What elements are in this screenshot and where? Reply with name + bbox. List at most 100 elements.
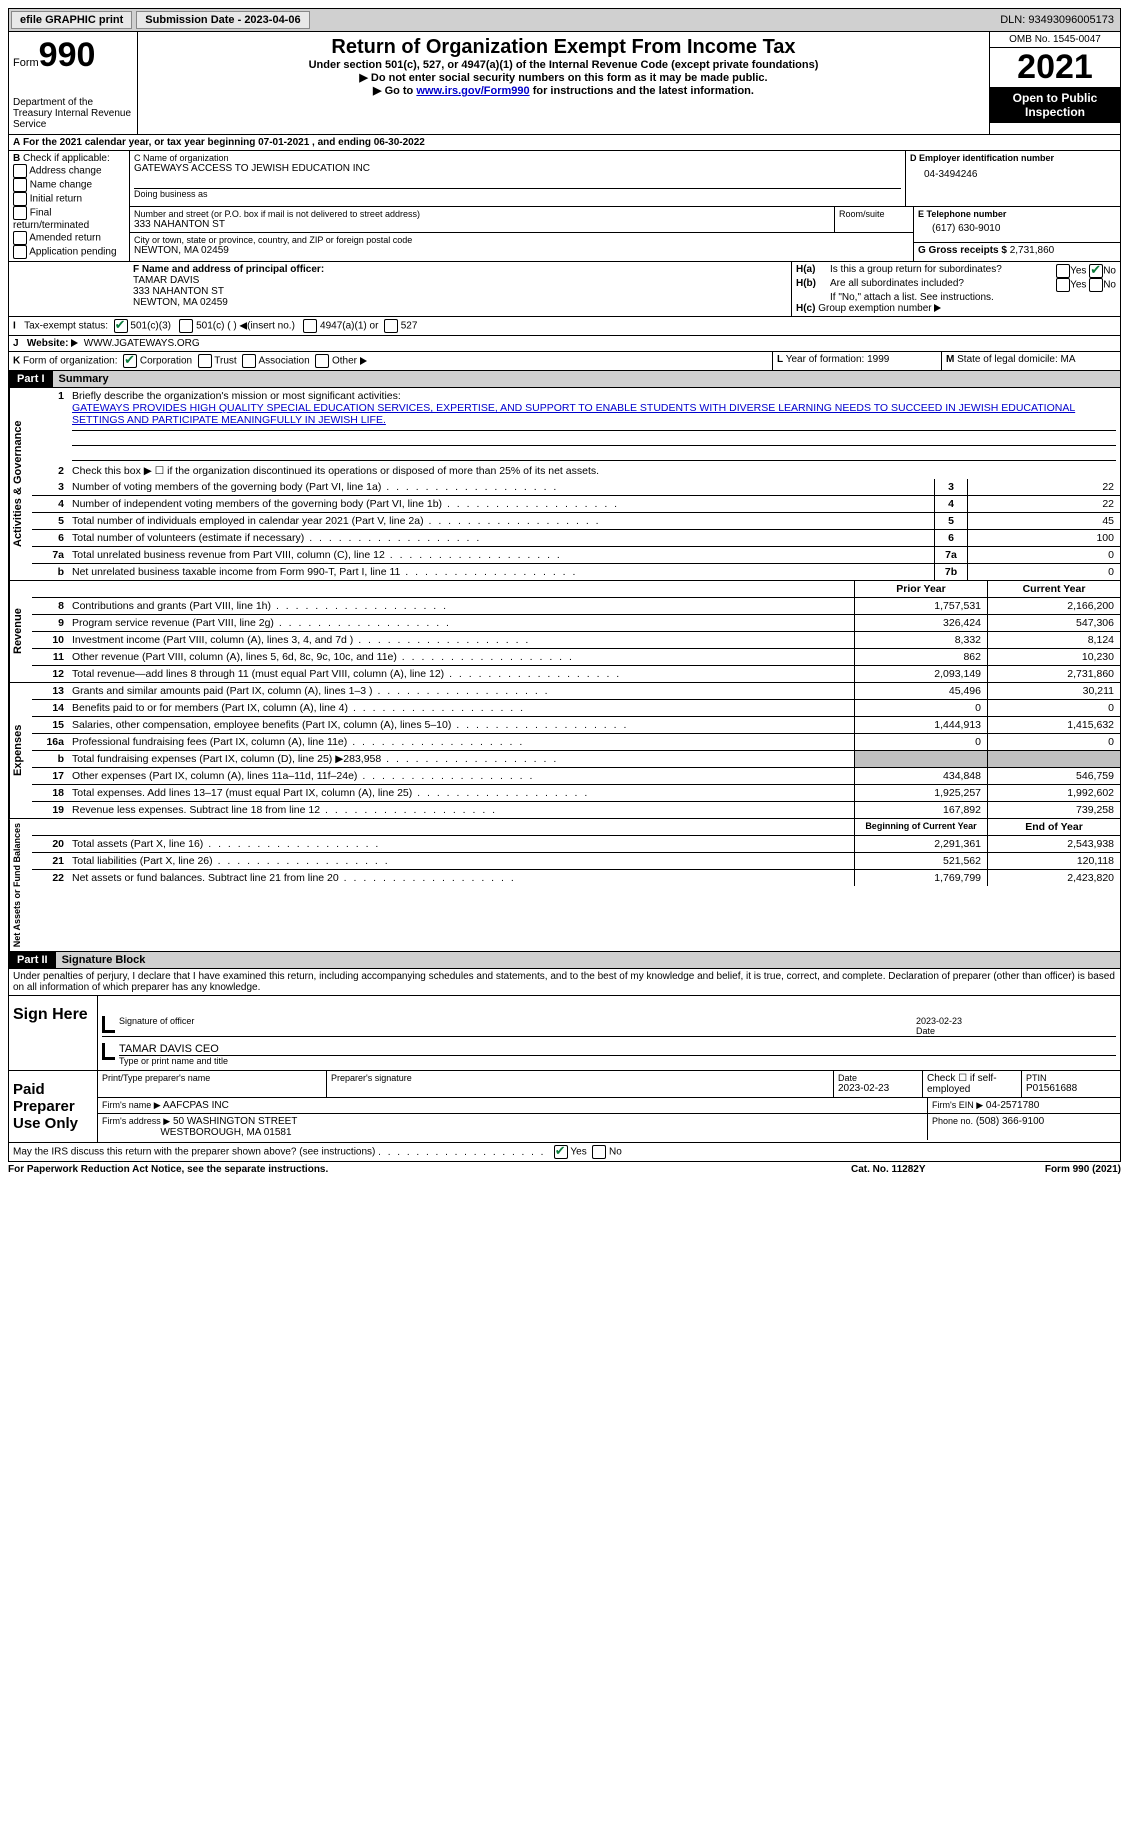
line-7b: b Net unrelated business taxable income …: [32, 564, 1120, 580]
line-6: 6 Total number of volunteers (estimate i…: [32, 530, 1120, 547]
firm-phone: (508) 366-9100: [976, 1116, 1044, 1127]
sign-here-label: Sign Here: [9, 996, 98, 1070]
irs-link[interactable]: www.irs.gov/Form990: [416, 85, 529, 97]
checkbox-amended[interactable]: [13, 231, 27, 245]
hdr-begin-year: Beginning of Current Year: [854, 819, 987, 835]
dln-value: 93493096005173: [1028, 14, 1114, 26]
checkbox-assoc[interactable]: [242, 354, 256, 368]
hdr-prior-year: Prior Year: [854, 581, 987, 597]
activities-governance: Activities & Governance 1 Briefly descri…: [8, 388, 1121, 581]
website: WWW.JGATEWAYS.ORG: [84, 338, 200, 349]
net-assets-section: Net Assets or Fund Balances Beginning of…: [8, 819, 1121, 952]
efile-button[interactable]: efile GRAPHIC print: [11, 11, 132, 29]
value-4: 22: [967, 496, 1120, 512]
checkbox-hb-yes[interactable]: [1056, 278, 1070, 292]
line-5: 5 Total number of individuals employed i…: [32, 513, 1120, 530]
line-21: 21 Total liabilities (Part X, line 26) 5…: [32, 853, 1120, 870]
current-9: 547,306: [987, 615, 1120, 631]
value-3: 22: [967, 479, 1120, 495]
checkbox-527[interactable]: [384, 319, 398, 333]
line-9: 9 Program service revenue (Part VIII, li…: [32, 615, 1120, 632]
arrow-icon: [934, 304, 941, 312]
checkbox-final-return[interactable]: [13, 206, 27, 220]
footer-catno: Cat. No. 11282Y: [851, 1164, 1001, 1175]
footer-form: Form 990 (2021): [1001, 1164, 1121, 1175]
line-4: 4 Number of independent voting members o…: [32, 496, 1120, 513]
header-left: Form990 Department of the Treasury Inter…: [9, 32, 138, 134]
signature-arrow-icon: [102, 1043, 115, 1060]
checkbox-trust[interactable]: [198, 354, 212, 368]
current-14: 0: [987, 700, 1120, 716]
box-address: Number and street (or P.O. box if mail i…: [130, 207, 914, 262]
page-footer: For Paperwork Reduction Act Notice, see …: [8, 1162, 1121, 1175]
vert-label-ag: Activities & Governance: [9, 388, 32, 580]
year-formed: 1999: [867, 354, 889, 365]
current-15: 1,415,632: [987, 717, 1120, 733]
check-self-employed[interactable]: Check ☐ if self-employed: [923, 1071, 1022, 1097]
gross-receipts: 2,731,860: [1010, 245, 1055, 256]
omb-number: OMB No. 1545-0047: [990, 32, 1120, 48]
vert-label-expenses: Expenses: [9, 683, 32, 818]
value-7a: 0: [967, 547, 1120, 563]
submission-date-button[interactable]: Submission Date - 2023-04-06: [136, 11, 309, 29]
line-a: A For the 2021 calendar year, or tax yea…: [9, 135, 1120, 150]
mission-text: GATEWAYS PROVIDES HIGH QUALITY SPECIAL E…: [72, 402, 1075, 426]
value-5: 45: [967, 513, 1120, 529]
checkbox-501c[interactable]: [179, 319, 193, 333]
tax-year: 2021: [990, 48, 1120, 87]
signature-arrow-icon: [102, 1016, 115, 1033]
row-a: A For the 2021 calendar year, or tax yea…: [8, 135, 1121, 151]
perjury-declaration: Under penalties of perjury, I declare th…: [8, 969, 1121, 996]
prior-16a: 0: [854, 734, 987, 750]
checkbox-4947[interactable]: [303, 319, 317, 333]
hdr-end-year: End of Year: [987, 819, 1120, 835]
revenue-section: Revenue Prior Year Current Year 8 Contri…: [8, 581, 1121, 683]
paid-preparer-block: Paid Preparer Use Only Print/Type prepar…: [8, 1071, 1121, 1143]
box-eg: E Telephone number (617) 630-9010 G Gros…: [914, 207, 1120, 262]
org-name: GATEWAYS ACCESS TO JEWISH EDUCATION INC: [134, 163, 901, 174]
line-19: 19 Revenue less expenses. Subtract line …: [32, 802, 1120, 818]
dln: DLN: 93493096005173: [994, 12, 1120, 28]
prior-21: 521,562: [854, 853, 987, 869]
line-3: 3 Number of voting members of the govern…: [32, 479, 1120, 496]
sign-here-block: Sign Here Signature of officer 2023-02-2…: [8, 996, 1121, 1071]
line-7a: 7a Total unrelated business revenue from…: [32, 547, 1120, 564]
row-klm: K Form of organization: Corporation Trus…: [8, 352, 1121, 371]
prior-22: 1,769,799: [854, 870, 987, 886]
vert-label-net: Net Assets or Fund Balances: [9, 819, 32, 951]
line-17: 17 Other expenses (Part IX, column (A), …: [32, 768, 1120, 785]
topbar: efile GRAPHIC print Submission Date - 20…: [8, 8, 1121, 32]
current-21: 120,118: [987, 853, 1120, 869]
prior-13: 45,496: [854, 683, 987, 699]
vert-label-revenue: Revenue: [9, 581, 32, 682]
checkbox-irs-yes[interactable]: [554, 1145, 568, 1159]
checkbox-ha-yes[interactable]: [1056, 264, 1070, 278]
form-header: Form990 Department of the Treasury Inter…: [8, 32, 1121, 135]
current-11: 10,230: [987, 649, 1120, 665]
firm-addr: 50 WASHINGTON STREET: [173, 1116, 297, 1127]
checkbox-ha-no[interactable]: [1089, 264, 1103, 278]
line-14: 14 Benefits paid to or for members (Part…: [32, 700, 1120, 717]
checkbox-application[interactable]: [13, 245, 27, 259]
prior-8: 1,757,531: [854, 598, 987, 614]
checkbox-name-change[interactable]: [13, 178, 27, 192]
line-12: 12 Total revenue—add lines 8 through 11 …: [32, 666, 1120, 682]
checkbox-irs-no[interactable]: [592, 1145, 606, 1159]
prior-15: 1,444,913: [854, 717, 987, 733]
value-6: 100: [967, 530, 1120, 546]
open-to-public: Open to Public Inspection: [990, 87, 1120, 123]
checkbox-hb-no[interactable]: [1089, 278, 1103, 292]
line-22: 22 Net assets or fund balances. Subtract…: [32, 870, 1120, 886]
box-h: H(a)Is this a group return for subordina…: [792, 262, 1120, 316]
section-bcdefg: B Check if applicable: Address change Na…: [8, 151, 1121, 262]
expenses-section: Expenses 13 Grants and similar amounts p…: [8, 683, 1121, 819]
checkbox-other[interactable]: [315, 354, 329, 368]
checkbox-501c3[interactable]: [114, 319, 128, 333]
box-d: D Employer identification number 04-3494…: [906, 151, 1120, 206]
checkbox-corp[interactable]: [123, 354, 137, 368]
sig-officer-label: Signature of officer: [119, 1016, 916, 1036]
form-title: Return of Organization Exempt From Incom…: [142, 36, 985, 59]
checkbox-initial-return[interactable]: [13, 192, 27, 206]
officer-name: TAMAR DAVIS: [133, 275, 199, 286]
checkbox-address-change[interactable]: [13, 164, 27, 178]
